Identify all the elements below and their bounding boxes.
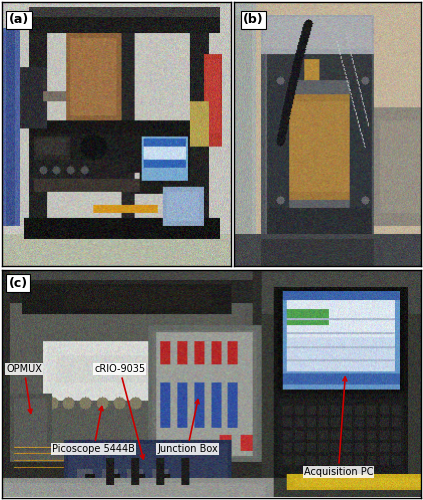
Text: Picoscope 5444B: Picoscope 5444B — [52, 406, 135, 454]
Text: cRIO-9035: cRIO-9035 — [94, 364, 146, 459]
Text: OPMUX: OPMUX — [6, 364, 42, 414]
Text: (b): (b) — [243, 13, 264, 26]
Text: (c): (c) — [8, 277, 27, 290]
Text: (a): (a) — [9, 13, 29, 26]
Text: Junction Box: Junction Box — [157, 400, 218, 454]
Text: Acquisition PC: Acquisition PC — [304, 377, 373, 477]
